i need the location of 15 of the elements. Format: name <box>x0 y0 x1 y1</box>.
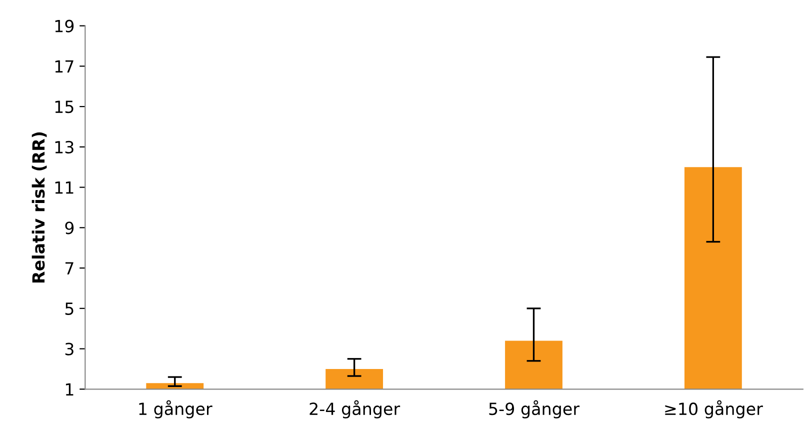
x-tick-label: 2-4 gånger <box>310 400 400 418</box>
x-tick-label: ≥10 gånger <box>665 400 763 418</box>
y-tick-label: 3 <box>65 342 74 356</box>
y-tick-label: 15 <box>55 100 74 114</box>
y-axis-title: Relativ risk (RR) <box>32 132 47 282</box>
y-tick-label: 9 <box>65 222 74 234</box>
y-tick-label: 13 <box>55 140 74 154</box>
y-tick-label: 5 <box>65 302 74 315</box>
y-tick-label: 19 <box>55 20 74 32</box>
x-tick-label: 5-9 gånger <box>489 400 580 418</box>
y-tick-label: 1 <box>66 383 74 396</box>
y-tick-label: 17 <box>55 60 74 73</box>
x-tick-label: 1 gånger <box>139 400 212 418</box>
y-tick-label: 11 <box>55 181 74 194</box>
y-tick-label: 7 <box>66 262 74 274</box>
